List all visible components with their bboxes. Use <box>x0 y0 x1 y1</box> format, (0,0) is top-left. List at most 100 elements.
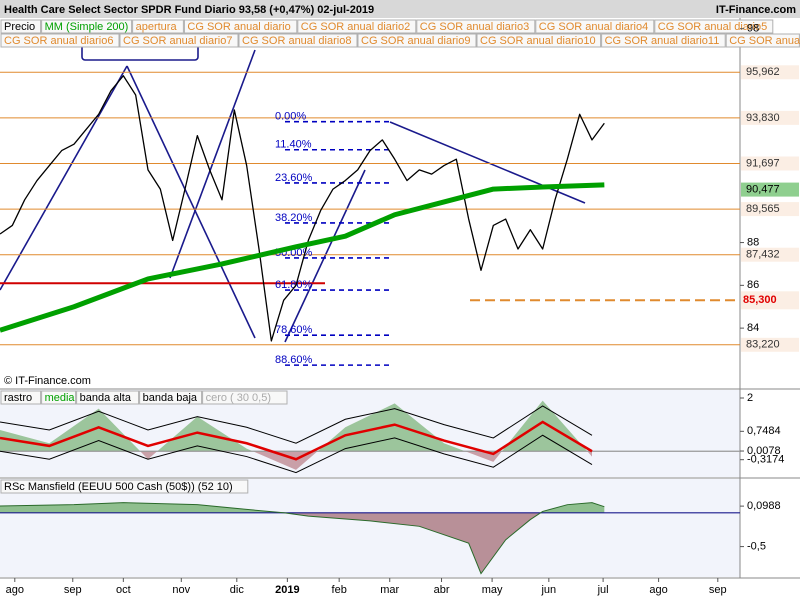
legend-tab <box>601 33 726 48</box>
legend-tab <box>297 19 417 34</box>
legend-entry: banda alta <box>80 392 132 404</box>
legend-entry: CG SOR anual diario4 <box>539 21 648 33</box>
legend-entry: MM (Simple 200) <box>45 21 129 33</box>
level-label-bg <box>741 156 799 171</box>
area-positive <box>0 502 605 513</box>
legend-tab <box>0 479 249 494</box>
y-tick-label: 0,0078 <box>747 445 781 457</box>
legend-tab <box>139 390 203 405</box>
legend-tab <box>357 33 477 48</box>
y-tick-label: 88 <box>747 236 759 248</box>
fib-label: 88.60% <box>275 354 313 366</box>
legend-tab <box>0 390 42 405</box>
legend-entry: CG SOR anual diario10 <box>480 35 596 47</box>
legend-entry: Precio <box>4 21 35 33</box>
ma-line <box>0 182 605 333</box>
copyright: © IT-Finance.com <box>4 375 91 387</box>
legend-entry: CG SOR anual diario3 <box>420 21 529 33</box>
fib-label: 78.60% <box>275 324 313 336</box>
x-tick-label: ago <box>6 584 24 596</box>
osc-line <box>0 434 593 474</box>
y-tick-label: 84 <box>747 322 759 334</box>
legend-entry: CG SOR anual diario6 <box>4 35 113 47</box>
legend-entry: cero ( 30 0,5) <box>206 392 271 404</box>
y-tick-label: 86 <box>747 279 759 291</box>
source: IT-Finance.com <box>716 4 796 16</box>
ma-label-bg <box>741 182 799 197</box>
level-label: 89,565 <box>746 203 780 215</box>
title-bar <box>0 0 800 18</box>
x-tick-label: dic <box>230 584 245 596</box>
x-tick-label: sep <box>709 584 727 596</box>
y-tick-label: -0,3174 <box>747 454 784 466</box>
legend-tab <box>132 19 184 34</box>
last-level-label: 85,300 <box>743 294 777 306</box>
level-label: 83,220 <box>746 339 780 351</box>
last-level-bg <box>741 291 799 310</box>
legend-entry: CG SOR anual diario8 <box>242 35 351 47</box>
chart-title: Health Care Select Sector SPDR Fund Diar… <box>4 4 374 16</box>
legend-entry: CG SOR anual diario2 <box>301 21 410 33</box>
legend-tab <box>0 19 42 34</box>
legend-tab <box>654 19 774 34</box>
legend-tab <box>535 19 655 34</box>
rsc-panel <box>0 479 740 577</box>
level-label-bg <box>741 202 799 217</box>
legend-entry: CG SOR anual diario <box>187 21 290 33</box>
level-label-bg <box>741 337 799 352</box>
legend-entry: CG SOR anual diario7 <box>123 35 232 47</box>
legend-tab <box>725 33 800 48</box>
x-tick-label: ago <box>649 584 667 596</box>
area-positive <box>0 400 588 452</box>
legend-entry: CG SOR anual <box>729 35 800 47</box>
level-label: 93,830 <box>746 112 780 124</box>
legend-tab <box>76 390 140 405</box>
x-tick-label: 2019 <box>275 584 299 596</box>
y-tick-label: 0,7484 <box>747 425 781 437</box>
x-tick-label: sep <box>64 584 82 596</box>
x-tick-label: feb <box>332 584 347 596</box>
level-label-bg <box>741 65 799 80</box>
x-tick-label: nov <box>172 584 190 596</box>
legend-tab <box>238 33 358 48</box>
legend-entry: CG SOR anual diario9 <box>361 35 470 47</box>
legend-entry: rastro <box>4 392 32 404</box>
price-line <box>0 75 605 342</box>
rsc-line <box>0 502 605 575</box>
legend-entry: apertura <box>136 21 178 33</box>
x-tick-label: mar <box>380 584 399 596</box>
osc-line <box>0 405 593 444</box>
fib-label: 38.20% <box>275 212 313 224</box>
fib-label: 0.00% <box>275 111 306 123</box>
legend-tab <box>0 33 120 48</box>
x-tick-label: may <box>482 584 503 596</box>
osc-line <box>0 420 593 461</box>
level-label: 87,432 <box>746 249 780 261</box>
legend-entry: CG SOR anual diario5 <box>658 21 767 33</box>
legend-tab <box>41 19 133 34</box>
fib-label: 61.80% <box>275 279 313 291</box>
legend-tab <box>41 390 77 405</box>
level-label-bg <box>741 110 799 125</box>
y-tick-label: -0,5 <box>747 540 766 552</box>
x-tick-label: oct <box>116 584 131 596</box>
legend-entry: banda baja <box>143 392 198 404</box>
level-label-bg <box>741 247 799 262</box>
x-tick-label: abr <box>434 584 450 596</box>
x-tick-label: jul <box>597 584 609 596</box>
level-label: 95,962 <box>746 66 780 78</box>
legend-tab <box>202 390 288 405</box>
y-tick-label: 98 <box>747 23 759 35</box>
ma-label: 90,477 <box>746 183 780 195</box>
y-tick-label: 2 <box>747 392 753 404</box>
legend-tab <box>476 33 602 48</box>
legend-tab <box>416 19 536 34</box>
legend-tab <box>119 33 239 48</box>
area-negative <box>0 512 605 574</box>
level-label: 91,697 <box>746 157 780 169</box>
legend-entry: CG SOR anual diario11 <box>605 35 720 47</box>
fib-label: 23.60% <box>275 172 313 184</box>
legend-entry: media <box>45 392 76 404</box>
y-tick-label: 0,0988 <box>747 500 781 512</box>
